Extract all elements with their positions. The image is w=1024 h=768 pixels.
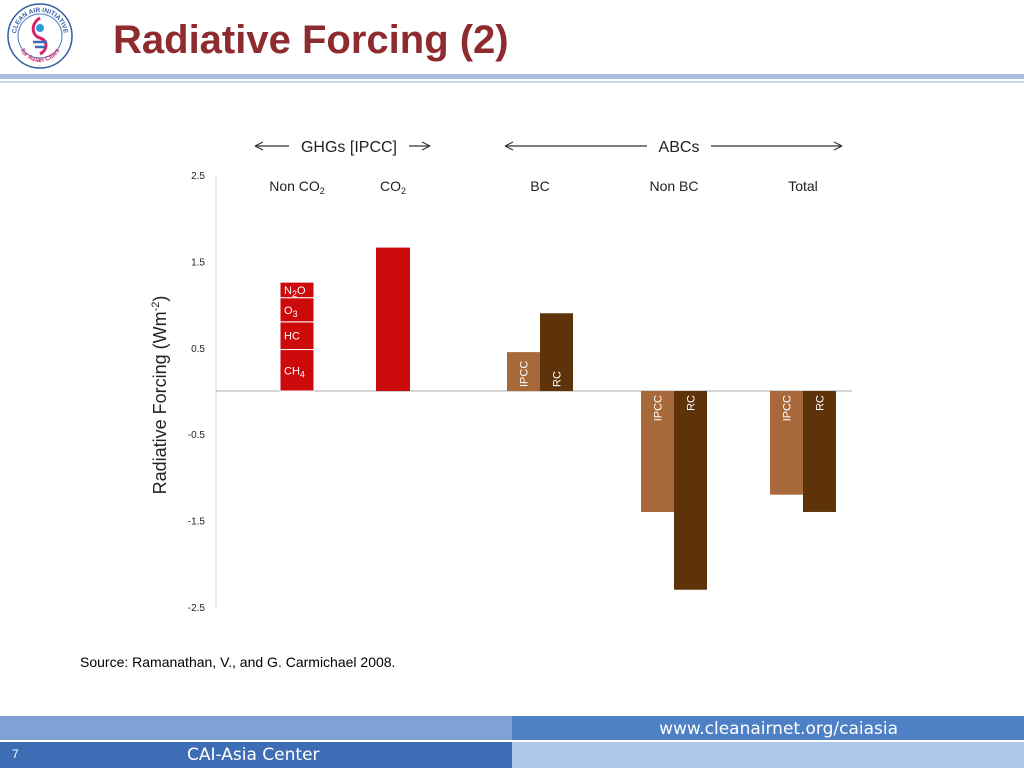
bar-series-label: RC [686,395,698,411]
bar-rc-total [803,391,836,512]
segment-label: HC [284,331,300,343]
bar-ipcc-total [770,391,803,495]
footer-url[interactable]: www.cleanairnet.org/caiasia [659,719,898,739]
y-tick-label: -0.5 [188,430,206,441]
bar-rc-bc [540,313,573,391]
footer-organization: CAI-Asia Center [187,745,320,765]
stacked-segment-o3 [279,297,315,323]
y-tick-label: -2.5 [188,603,206,614]
footer-band-right-top [512,716,1024,740]
y-tick-label: 2.5 [191,171,205,182]
category-label: CO2 [380,178,406,196]
bar-ipcc-non-bc [641,391,674,512]
radiative-forcing-chart: 2.5 1.5 0.5 -0.5 -1.5 -2.5 Radiative Forcing (… [150,139,852,614]
group-header-ghgs: GHGs [IPCC] [301,139,397,156]
category-label: BC [530,178,549,194]
bar-series-label: IPCC [653,395,665,421]
category-label: Non BC [649,178,698,194]
group-header-abcs-arrowhead-right [833,141,843,151]
bar-series-label: RC [552,371,564,387]
y-tick-label: -1.5 [188,517,206,528]
category-label: Total [788,178,818,194]
footer-band-left-bottom [0,742,512,768]
footer-band-left-top [0,716,512,740]
bar-rc-non-bc [674,391,707,590]
stacked-segment-hc [279,321,315,351]
stacked-segment-n2o [279,281,315,299]
slide-title: Radiative Forcing (2) [113,18,509,62]
y-tick-label: 1.5 [191,257,205,268]
title-divider [0,74,1024,79]
group-header-abcs: ABCs [659,139,700,156]
footer-band-right-bottom [512,742,1024,768]
segment-label: N2O [284,285,306,299]
stacked-segment-ch4 [279,349,315,392]
source-citation: Source: Ramanathan, V., and G. Carmichae… [80,654,396,670]
group-header-ghgs-arrowhead-right [421,141,431,151]
bar-series-label: IPCC [782,395,794,421]
group-header-abcs-arrowhead-left [504,141,514,151]
category-label: Non CO2 [269,178,325,196]
title-divider-thin [0,81,1024,83]
y-tick-label: 0.5 [191,344,205,355]
bar-co2 [376,247,410,391]
segment-label: CH4 [284,365,305,379]
group-header-ghgs-arrowhead-left [254,141,264,151]
bar-ipcc-bc [507,352,540,391]
bar-series-label: IPCC [519,361,531,387]
y-axis-label: Radiative Forcing (Wm-2) [150,296,170,495]
clean-air-initiative-logo: CLEAN AIR INITIATIVE for Asian Cities [7,3,73,69]
segment-label: O3 [284,305,298,319]
bar-series-label: RC [815,395,827,411]
page-number: 7 [12,747,19,761]
